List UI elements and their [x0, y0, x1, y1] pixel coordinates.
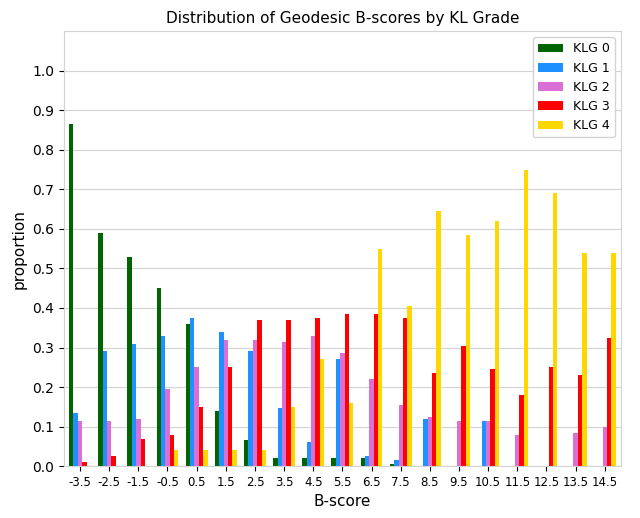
Bar	[340, 353, 344, 466]
Bar	[190, 318, 195, 466]
Bar	[344, 314, 349, 466]
Bar	[291, 407, 295, 466]
Y-axis label: proportion: proportion	[12, 209, 27, 289]
Bar	[253, 340, 257, 466]
Bar	[157, 288, 161, 466]
Bar	[349, 403, 353, 466]
Bar	[141, 439, 145, 466]
Bar	[248, 352, 253, 466]
Bar	[553, 193, 557, 466]
Bar	[486, 421, 490, 466]
Bar	[515, 435, 520, 466]
Bar	[520, 395, 524, 466]
Bar	[286, 320, 291, 466]
Bar	[215, 411, 220, 466]
Bar	[578, 375, 582, 466]
Bar	[302, 458, 307, 466]
Bar	[603, 427, 607, 466]
Bar	[436, 211, 441, 466]
Bar	[220, 332, 223, 466]
Bar	[262, 450, 266, 466]
Bar	[582, 253, 586, 466]
Bar	[107, 421, 111, 466]
Bar	[99, 233, 102, 466]
X-axis label: B-score: B-score	[314, 495, 371, 510]
Bar	[203, 450, 207, 466]
Bar	[378, 249, 383, 466]
Bar	[403, 318, 407, 466]
Bar	[390, 464, 394, 466]
Title: Distribution of Geodesic B-scores by KL Grade: Distribution of Geodesic B-scores by KL …	[166, 11, 519, 26]
Bar	[399, 405, 403, 466]
Bar	[223, 340, 228, 466]
Bar	[374, 314, 378, 466]
Bar	[228, 367, 232, 466]
Bar	[78, 421, 82, 466]
Bar	[316, 318, 320, 466]
Bar	[495, 221, 499, 466]
Bar	[320, 359, 324, 466]
Bar	[336, 359, 340, 466]
Bar	[195, 367, 199, 466]
Bar	[174, 450, 179, 466]
Bar	[161, 336, 165, 466]
Bar	[307, 442, 311, 466]
Bar	[282, 341, 286, 466]
Bar	[428, 417, 432, 466]
Bar	[524, 169, 528, 466]
Bar	[457, 421, 461, 466]
Bar	[170, 435, 174, 466]
Bar	[199, 407, 204, 466]
Bar	[74, 413, 78, 466]
Bar	[102, 352, 107, 466]
Bar	[394, 461, 399, 466]
Legend: KLG 0, KLG 1, KLG 2, KLG 3, KLG 4: KLG 0, KLG 1, KLG 2, KLG 3, KLG 4	[532, 37, 614, 137]
Bar	[465, 235, 470, 466]
Bar	[461, 346, 465, 466]
Bar	[407, 306, 412, 466]
Bar	[232, 450, 237, 466]
Bar	[186, 324, 190, 466]
Bar	[127, 256, 132, 466]
Bar	[365, 456, 369, 466]
Bar	[432, 373, 436, 466]
Bar	[69, 124, 74, 466]
Bar	[490, 369, 495, 466]
Bar	[273, 458, 278, 466]
Bar	[244, 440, 248, 466]
Bar	[481, 421, 486, 466]
Bar	[548, 367, 553, 466]
Bar	[311, 336, 316, 466]
Bar	[82, 462, 86, 466]
Bar	[369, 379, 374, 466]
Bar	[423, 419, 428, 466]
Bar	[165, 389, 170, 466]
Bar	[611, 253, 616, 466]
Bar	[278, 408, 282, 466]
Bar	[111, 456, 116, 466]
Bar	[132, 343, 136, 466]
Bar	[360, 458, 365, 466]
Bar	[573, 433, 578, 466]
Bar	[136, 419, 141, 466]
Bar	[332, 458, 336, 466]
Bar	[607, 338, 611, 466]
Bar	[257, 320, 262, 466]
